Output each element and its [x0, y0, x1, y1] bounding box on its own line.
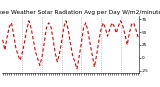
Title: Milwaukee Weather Solar Radiation Avg per Day W/m2/minute: Milwaukee Weather Solar Radiation Avg pe…	[0, 10, 160, 15]
